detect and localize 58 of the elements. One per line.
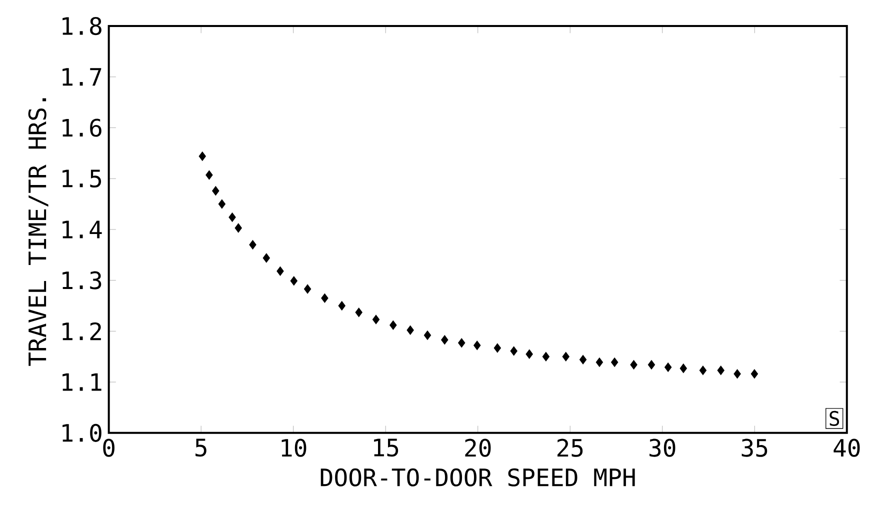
y-tick-label: 1.8 (62, 17, 102, 36)
point (562, 352, 570, 362)
point (228, 212, 236, 222)
x-tick-label: 5 (196, 438, 206, 457)
point (734, 369, 741, 379)
point (717, 366, 724, 376)
x-tick-label: 25 (557, 438, 583, 458)
point (262, 253, 270, 263)
point (372, 314, 380, 324)
point (218, 200, 226, 209)
x-tick-label: 30 (650, 438, 676, 458)
point (212, 186, 220, 196)
point (611, 358, 618, 368)
point (304, 284, 312, 294)
y-axis-title: TRAVEL TIME/TR HRS. (28, 98, 48, 366)
point (249, 240, 256, 250)
y-tick-label: 1.4 (62, 220, 102, 238)
point (424, 330, 432, 340)
point (630, 360, 638, 370)
point (510, 346, 518, 356)
y-tick-label: 1.3 (62, 271, 102, 290)
point (596, 358, 604, 368)
point (206, 170, 213, 180)
point (458, 338, 466, 348)
point (276, 266, 284, 276)
point (198, 152, 206, 162)
point (321, 294, 328, 303)
x-tick-label: 0 (103, 438, 114, 458)
point (390, 320, 397, 330)
x-tick-label: 10 (282, 438, 306, 458)
y-tick-label: 1.6 (62, 118, 102, 137)
point (648, 360, 656, 370)
point (542, 352, 550, 362)
y-tick-label: 1.2 (62, 322, 101, 340)
y-tick-label: 1.0 (62, 424, 102, 442)
x-tick-label: 20 (465, 438, 491, 458)
point (406, 326, 414, 335)
x-tick-label: 35 (742, 438, 768, 458)
point (699, 366, 707, 376)
point (579, 355, 587, 364)
point (750, 369, 758, 379)
point (494, 343, 501, 353)
point (290, 276, 298, 286)
y-tick-label: 1.7 (62, 68, 102, 86)
point (664, 362, 672, 372)
point (474, 340, 481, 350)
point (355, 308, 362, 318)
point (234, 223, 242, 233)
point (680, 364, 687, 374)
x-tick-label: 40 (834, 438, 860, 458)
point (526, 350, 533, 359)
x-tick-label: 15 (374, 438, 398, 457)
point (338, 301, 346, 311)
annotation: S (830, 411, 840, 426)
y-tick-label: 1.5 (62, 170, 102, 188)
x-axis-title: DOOR-TO-DOOR SPEED MPH (320, 468, 635, 487)
y-tick-label: 1.1 (62, 373, 102, 391)
point (441, 335, 448, 345)
